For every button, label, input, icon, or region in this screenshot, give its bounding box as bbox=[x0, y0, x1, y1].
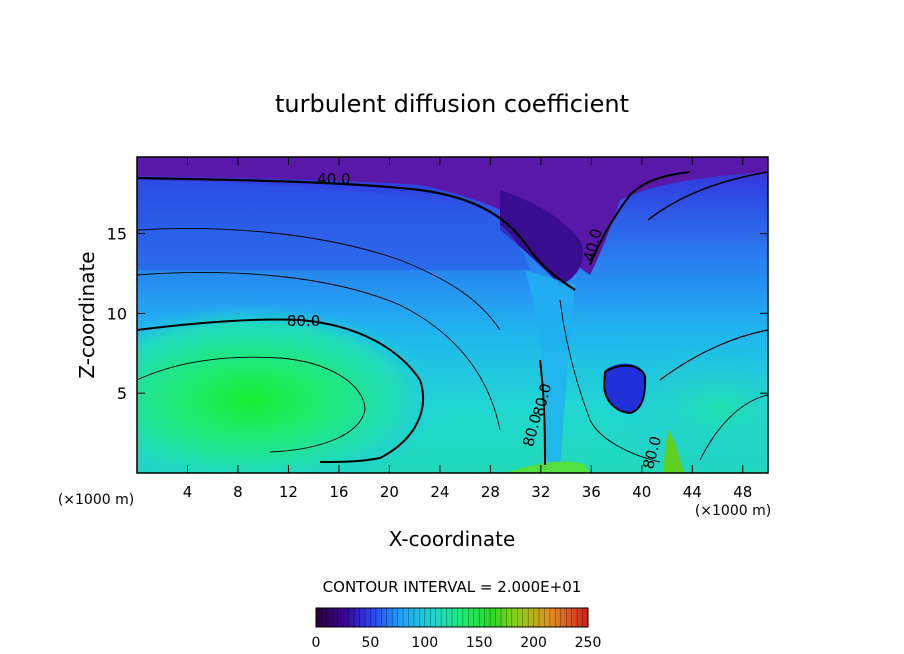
field-green-bottom bbox=[505, 461, 590, 473]
colorbar-tick-label: 50 bbox=[361, 635, 379, 651]
colorbar-tick-label: 100 bbox=[411, 635, 438, 651]
contour-lines bbox=[137, 171, 768, 466]
contour-thin-2 bbox=[137, 272, 501, 431]
contour-40-right bbox=[589, 171, 691, 266]
x-axis-label: X-coordinate bbox=[389, 527, 516, 551]
contour-80-left bbox=[137, 318, 425, 463]
x-tick-label: 28 bbox=[481, 483, 500, 501]
field-purple-top bbox=[137, 157, 768, 275]
contour-interval-text: CONTOUR INTERVAL = 2.000E+01 bbox=[323, 578, 582, 596]
x-axis-ticks: 4 8 12 16 20 24 28 32 36 40 44 48 bbox=[183, 157, 752, 501]
contour-dark-cell bbox=[602, 364, 647, 415]
x-tick-label: 20 bbox=[380, 483, 399, 501]
x-tick-label: 24 bbox=[430, 483, 449, 501]
contour-right-mid bbox=[659, 329, 768, 381]
field-blue-upper bbox=[137, 180, 530, 270]
contour-80-col bbox=[539, 359, 546, 466]
contour-40-left bbox=[137, 176, 576, 291]
contour-thin-1 bbox=[137, 228, 501, 331]
y-tick-label: 10 bbox=[107, 304, 127, 323]
x-unit-right: (×1000 m) bbox=[695, 503, 771, 519]
colorbar-stripes bbox=[321, 608, 583, 627]
x-tick-label: 32 bbox=[531, 483, 550, 501]
x-tick-label: 44 bbox=[683, 483, 702, 501]
chart-title: turbulent diffusion coefficient bbox=[275, 90, 629, 118]
field-green-core-left bbox=[137, 305, 440, 473]
x-unit-left: (×1000 m) bbox=[58, 492, 134, 508]
contour-label: 40.0 bbox=[317, 170, 350, 188]
x-tick-label: 12 bbox=[279, 483, 298, 501]
colorbar-tick-label: 0 bbox=[312, 635, 321, 651]
y-tick-label: 5 bbox=[117, 384, 127, 403]
x-tick-label: 8 bbox=[233, 483, 243, 501]
contour-40-far-right bbox=[647, 171, 768, 221]
field-purple-plume bbox=[500, 190, 584, 285]
heatmap-field bbox=[137, 157, 768, 473]
x-tick-label: 48 bbox=[733, 483, 752, 501]
colorbar-tick-label: 200 bbox=[520, 635, 547, 651]
field-dark-cell bbox=[604, 363, 646, 413]
contour-thin-5 bbox=[559, 299, 661, 463]
contour-label: 80.0 bbox=[287, 312, 320, 330]
colorbar-ticks: 0 50 100 150 200 250 bbox=[312, 635, 602, 651]
colorbar-tick-label: 150 bbox=[466, 635, 493, 651]
y-axis-label: Z-coordinate bbox=[75, 251, 99, 378]
field-green-spike bbox=[664, 430, 684, 473]
x-tick-label: 16 bbox=[329, 483, 348, 501]
contour-thin-3 bbox=[137, 356, 366, 453]
x-tick-label: 40 bbox=[632, 483, 651, 501]
plot-frame bbox=[136, 156, 769, 474]
y-tick-label: 15 bbox=[107, 225, 127, 244]
contour-thin-4 bbox=[699, 394, 768, 461]
y-axis-ticks: 5 10 15 bbox=[107, 225, 768, 403]
x-tick-label: 36 bbox=[582, 483, 601, 501]
x-tick-label: 4 bbox=[183, 483, 193, 501]
colorbar-tick-label: 250 bbox=[575, 635, 602, 651]
